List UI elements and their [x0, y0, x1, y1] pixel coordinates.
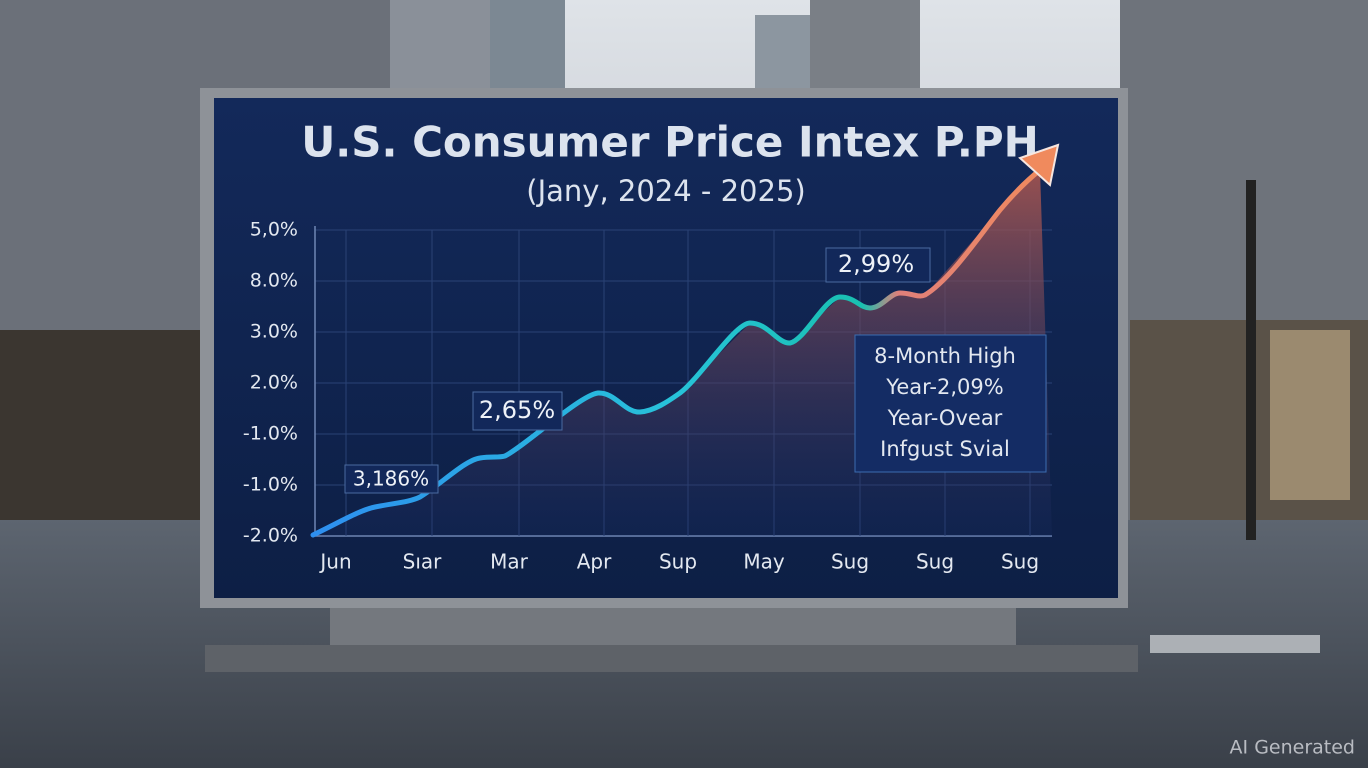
- annotation: 3,186%: [353, 467, 429, 491]
- x-axis-label: Sug: [916, 550, 954, 574]
- x-axis-label: Sug: [1001, 550, 1039, 574]
- y-axis-label: 3.0%: [250, 321, 298, 343]
- trend-line: [310, 167, 1043, 538]
- x-axis-label: Jun: [318, 550, 351, 574]
- building: [810, 0, 920, 90]
- storefront: [0, 330, 200, 520]
- callout-line: Year-Ovear: [887, 406, 1003, 430]
- y-axis-label: 2.0%: [250, 372, 298, 394]
- building: [390, 0, 490, 90]
- y-axis-label: 5,0%: [250, 219, 298, 241]
- crosswalk: [1150, 635, 1320, 653]
- x-axis-label: Sıar: [403, 550, 443, 574]
- annotation: 2,99%: [838, 250, 914, 278]
- y-axis-label: -1.0%: [243, 423, 298, 445]
- y-axis-label: 8.0%: [250, 270, 298, 292]
- callout-line: 8-Month High: [874, 344, 1016, 368]
- shop-window: [1270, 330, 1350, 500]
- x-axis-label: May: [743, 550, 785, 574]
- x-axis-label: Sug: [831, 550, 869, 574]
- chart-subtitle: (Jany, 2024 - 2025): [526, 174, 805, 208]
- chart-title: U.S. Consumer Price Intex P.PH: [301, 118, 1039, 167]
- annotation-box: [344, 464, 439, 494]
- annotation-box: [825, 247, 931, 283]
- x-axis-label: Sup: [659, 550, 697, 574]
- callout-line: Infgust Svial: [880, 437, 1010, 461]
- y-axis-label: -1.0%: [243, 474, 298, 496]
- x-axis-label: Mar: [490, 550, 529, 574]
- lamp-post: [1246, 180, 1256, 540]
- building: [755, 15, 810, 90]
- x-axis-label: Apr: [577, 550, 612, 574]
- callout-line: Year-2,09%: [885, 375, 1003, 399]
- annotation-box: [472, 391, 563, 431]
- watermark: AI Generated: [1230, 737, 1355, 759]
- arrow-head: [1018, 143, 1060, 187]
- building: [490, 0, 565, 90]
- sign-base: [205, 645, 1138, 672]
- callout-box: [854, 334, 1047, 473]
- sign-stand: [330, 605, 1016, 650]
- y-axis-label: -2.0%: [243, 525, 298, 547]
- annotation: 2,65%: [479, 396, 555, 424]
